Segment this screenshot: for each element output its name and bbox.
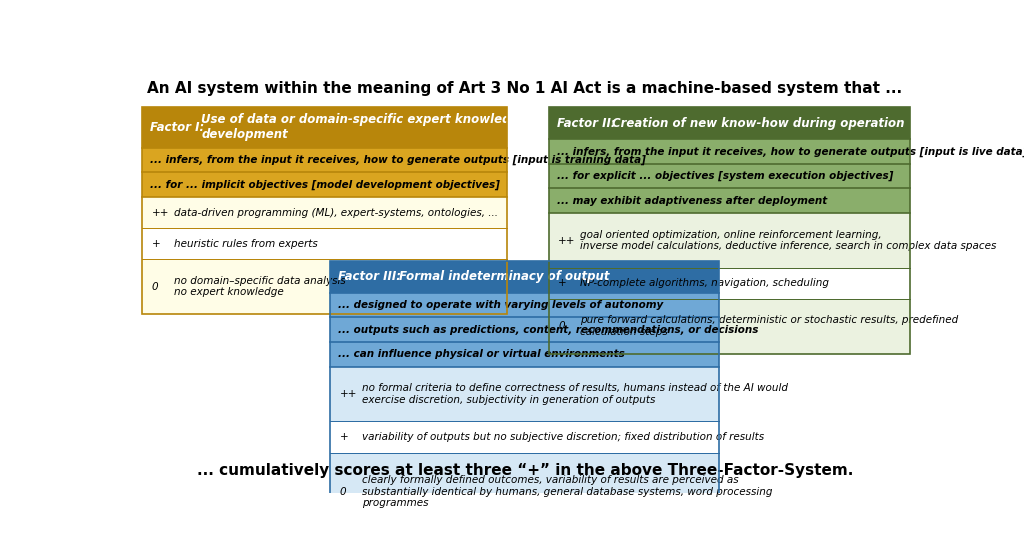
Text: 0: 0 xyxy=(340,486,346,496)
Text: ++: ++ xyxy=(340,389,357,399)
Text: ... infers, from the input it receives, how to generate outputs [input is traini: ... infers, from the input it receives, … xyxy=(151,155,646,165)
Text: ... can influence physical or virtual environments: ... can influence physical or virtual en… xyxy=(338,350,625,360)
Bar xyxy=(142,147,507,172)
Bar xyxy=(549,213,909,268)
Text: +: + xyxy=(152,239,161,249)
Bar xyxy=(549,268,909,299)
Text: ... designed to operate with varying levels of autonomy: ... designed to operate with varying lev… xyxy=(338,300,664,310)
Bar xyxy=(331,293,719,317)
Bar xyxy=(549,299,909,353)
Bar xyxy=(331,317,719,342)
Text: Factor I:: Factor I: xyxy=(151,121,217,134)
Text: pure forward calculations, deterministic or stochastic results, predefined
calcu: pure forward calculations, deterministic… xyxy=(581,315,958,337)
Bar xyxy=(331,260,719,293)
Text: +: + xyxy=(340,432,348,442)
Text: An AI system within the meaning of Art 3 No 1 AI Act is a machine-based system t: An AI system within the meaning of Art 3… xyxy=(147,81,902,96)
Text: ... infers, from the input it receives, how to generate outputs [input is live d: ... infers, from the input it receives, … xyxy=(557,146,1024,156)
Bar xyxy=(331,342,719,367)
Bar xyxy=(142,228,507,259)
Bar xyxy=(549,164,909,188)
Text: goal oriented optimization, online reinforcement learning,
inverse model calcula: goal oriented optimization, online reinf… xyxy=(581,230,996,252)
Text: ... cumulatively scores at least three “+” in the above Three-Factor-System.: ... cumulatively scores at least three “… xyxy=(197,463,853,478)
Text: no formal criteria to define correctness of results, humans instead of the AI wo: no formal criteria to define correctness… xyxy=(362,383,788,405)
Bar xyxy=(549,107,909,139)
Text: Use of data or domain-specific expert knowledge in
development: Use of data or domain-specific expert kn… xyxy=(202,113,544,141)
Bar xyxy=(331,260,719,531)
Bar xyxy=(549,139,909,164)
Bar xyxy=(142,197,507,228)
Text: clearly formally defined outcomes, variability of results are perceived as
subst: clearly formally defined outcomes, varia… xyxy=(362,475,773,508)
Bar xyxy=(549,188,909,213)
Text: heuristic rules from experts: heuristic rules from experts xyxy=(174,239,317,249)
Text: ++: ++ xyxy=(558,235,575,245)
Text: Creation of new know-how during operation: Creation of new know-how during operatio… xyxy=(612,116,905,130)
Bar xyxy=(331,453,719,531)
Bar xyxy=(142,172,507,197)
Text: Factor III:: Factor III: xyxy=(338,270,414,283)
Bar xyxy=(142,107,507,147)
Text: Factor II:: Factor II: xyxy=(557,116,628,130)
Text: 0: 0 xyxy=(558,321,565,331)
Bar xyxy=(142,107,507,314)
Text: 0: 0 xyxy=(152,281,159,291)
Bar xyxy=(331,367,719,422)
Text: ... outputs such as predictions, content, recommendations, or decisions: ... outputs such as predictions, content… xyxy=(338,325,759,335)
Text: +: + xyxy=(558,279,567,289)
Text: Formal indeterminacy of output: Formal indeterminacy of output xyxy=(398,270,609,283)
Text: variability of outputs but no subjective discretion; fixed distribution of resul: variability of outputs but no subjective… xyxy=(362,432,764,442)
Bar xyxy=(142,259,507,314)
Text: ... for ... implicit objectives [model development objectives]: ... for ... implicit objectives [model d… xyxy=(151,179,500,190)
Text: ... for explicit ... objectives [system execution objectives]: ... for explicit ... objectives [system … xyxy=(557,171,893,181)
Bar xyxy=(549,107,909,353)
Text: NP-complete algorithms, navigation, scheduling: NP-complete algorithms, navigation, sche… xyxy=(581,279,829,289)
Text: no domain–specific data analysis
no expert knowledge: no domain–specific data analysis no expe… xyxy=(174,276,346,297)
Bar xyxy=(331,422,719,453)
Text: ++: ++ xyxy=(152,208,169,218)
Text: data-driven programming (ML), expert-systems, ontologies, ...: data-driven programming (ML), expert-sys… xyxy=(174,208,498,218)
Text: ... may exhibit adaptiveness after deployment: ... may exhibit adaptiveness after deplo… xyxy=(557,196,826,206)
